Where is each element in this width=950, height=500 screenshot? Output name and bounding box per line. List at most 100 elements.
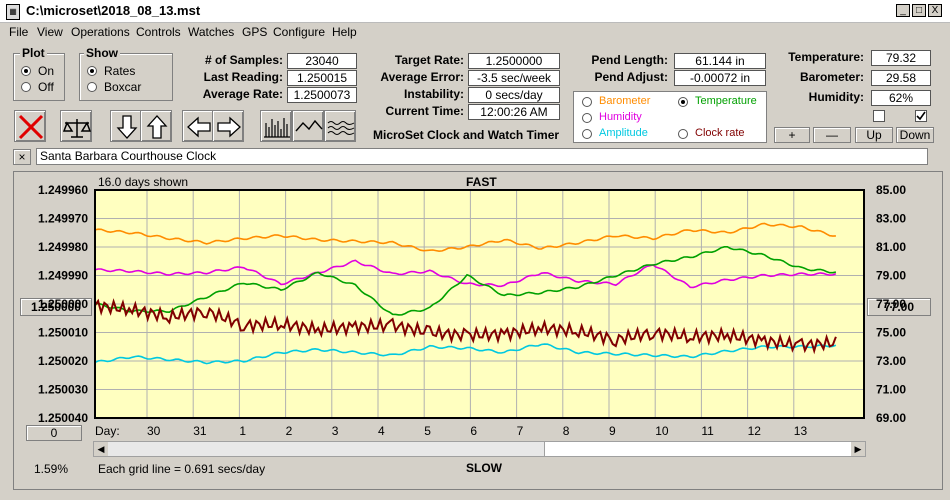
grid-note-label: Each grid line = 0.691 secs/day (98, 462, 266, 476)
y-left-tick-label: 1.250000 (38, 297, 88, 311)
y-right-tick-label: 81.00 (876, 240, 906, 254)
target-rate-label: Target Rate: (394, 53, 464, 67)
temperature-label: Temperature: (788, 50, 864, 64)
title-bar: ▦ C:\microset\2018_08_13.mst _ □ X (0, 0, 950, 23)
barometer-value: 29.58 (871, 70, 931, 86)
right-scale-button[interactable]: 77.00 (867, 298, 931, 316)
average-error-label: Average Error: (380, 70, 464, 84)
up-arrow-button[interactable] (140, 110, 172, 142)
pend-length-value: 61.144 in (674, 53, 766, 69)
left-arrow-button[interactable] (182, 110, 214, 142)
zero-button[interactable]: 0 (26, 425, 82, 441)
series-line (94, 343, 837, 365)
menu-bar: File View Operations Controls Watches GP… (0, 22, 950, 42)
average-error-value: -3.5 sec/week (468, 70, 560, 86)
minus-button[interactable]: — (813, 127, 851, 143)
y-left-tick-label: 1.249960 (38, 183, 88, 197)
plot-on-radio[interactable] (21, 66, 31, 76)
minimize-button[interactable]: _ (896, 4, 910, 17)
overlay-humidity-radio[interactable] (582, 113, 592, 123)
fast-label: FAST (466, 175, 497, 189)
scroll-right-arrow-icon[interactable]: ▶ (851, 442, 865, 456)
menu-gps[interactable]: GPS (242, 25, 268, 39)
plot-off-radio[interactable] (21, 82, 31, 92)
close-button[interactable]: X (928, 4, 942, 17)
up-button[interactable]: Up (855, 127, 893, 143)
y-right-tick-label: 85.00 (876, 183, 906, 197)
barometer-label: Barometer: (799, 70, 864, 84)
scroll-left-arrow-icon[interactable]: ◀ (94, 442, 108, 456)
temperature-value: 79.32 (871, 50, 931, 66)
delete-button[interactable] (14, 110, 46, 142)
arrow-up-icon (146, 115, 168, 139)
balance-button[interactable] (60, 110, 92, 142)
x-tick-label: 1 (239, 424, 246, 438)
down-button[interactable]: Down (896, 127, 934, 143)
x-tick-label: 30 (147, 424, 161, 438)
plot-off-label: Off (38, 80, 54, 94)
arrow-left-icon (187, 116, 211, 138)
day-axis-label: Day: (95, 424, 120, 438)
overlay-clockrate-label: Clock rate (695, 127, 745, 139)
show-rates-label: Rates (104, 64, 136, 78)
y-right-tick-label: 83.00 (876, 212, 906, 226)
y-left-tick-label: 1.250010 (38, 326, 88, 340)
time-scrollbar[interactable]: ◀ ▶ (93, 441, 866, 457)
overlay-temperature-label: Temperature (695, 95, 757, 107)
target-rate-value: 1.2500000 (468, 53, 560, 69)
instability-label: Instability: (403, 87, 464, 101)
arrow-down-icon (116, 115, 138, 139)
clock-close-button[interactable]: × (13, 149, 31, 165)
down-arrow-button[interactable] (110, 110, 142, 142)
x-tick-label: 6 (470, 424, 477, 438)
samples-label: # of Samples: (204, 53, 283, 67)
show-group-title: Show (84, 46, 120, 60)
overlay-amplitude-radio[interactable] (582, 129, 592, 139)
left-scale-button[interactable]: 1.250000 (20, 298, 92, 316)
series-line (94, 259, 837, 289)
plot-border (94, 189, 865, 419)
menu-watches[interactable]: Watches (188, 25, 235, 39)
x-tick-label: 8 (563, 424, 570, 438)
x-tick-label: 5 (424, 424, 431, 438)
x-tick-label: 7 (517, 424, 524, 438)
x-tick-label: 10 (655, 424, 669, 438)
smooth-button[interactable] (292, 110, 324, 142)
samples-value: 23040 (287, 53, 357, 69)
menu-operations[interactable]: Operations (71, 25, 130, 39)
filter-button[interactable] (324, 110, 356, 142)
days-shown-label: 16.0 days shown (98, 175, 189, 189)
humidity-label: Humidity: (808, 90, 864, 104)
overlay-clockrate-radio[interactable] (678, 129, 688, 139)
show-boxcar-label: Boxcar (104, 80, 142, 94)
humidity-checkbox-left[interactable] (873, 110, 885, 122)
menu-view[interactable]: View (37, 25, 63, 39)
right-arrow-button[interactable] (212, 110, 244, 142)
overlay-barometer-radio[interactable] (582, 97, 592, 107)
plus-button[interactable]: + (774, 127, 810, 143)
menu-help[interactable]: Help (332, 25, 357, 39)
y-left-tick-label: 1.249970 (38, 212, 88, 226)
menu-file[interactable]: File (9, 25, 29, 39)
y-right-tick-label: 69.00 (876, 411, 906, 425)
show-rates-radio[interactable] (87, 66, 97, 76)
clock-name-field[interactable]: Santa Barbara Courthouse Clock (36, 148, 928, 165)
wave-icon (295, 119, 323, 132)
app-icon[interactable]: ▦ (6, 4, 20, 20)
x-tick-label: 3 (332, 424, 339, 438)
menu-controls[interactable]: Controls (136, 25, 181, 39)
average-rate-label: Average Rate: (202, 87, 283, 101)
x-tick-label: 12 (748, 424, 762, 438)
overlay-temperature-radio[interactable] (678, 97, 688, 107)
menu-configure[interactable]: Configure (273, 25, 326, 39)
pend-adjust-value: -0.00072 in (674, 70, 766, 86)
maximize-button[interactable]: □ (912, 4, 926, 17)
arrow-right-icon (217, 116, 241, 138)
show-boxcar-radio[interactable] (87, 82, 97, 92)
scroll-thumb[interactable] (544, 442, 851, 456)
average-rate-value: 1.2500073 (287, 87, 357, 103)
humidity-checkbox-right[interactable] (915, 110, 927, 122)
y-right-tick-label: 71.00 (876, 383, 906, 397)
x-tick-label: 11 (701, 424, 714, 438)
raw-data-button[interactable] (260, 110, 292, 142)
